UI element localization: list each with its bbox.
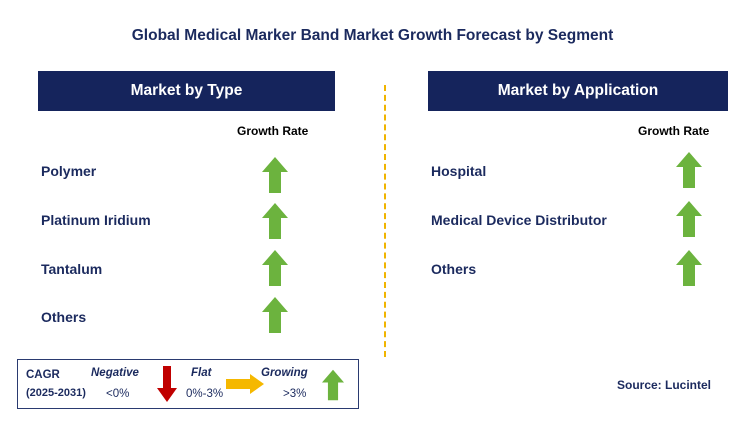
growing-arrow-icon <box>676 201 702 237</box>
type-row-label: Polymer <box>41 163 97 179</box>
legend-flat-label: Flat <box>191 367 212 379</box>
legend-cagr-label: CAGR <box>26 369 60 381</box>
source-note: Source: Lucintel <box>617 378 712 392</box>
type-row-label: Tantalum <box>41 261 103 277</box>
legend-negative-label: Negative <box>91 367 139 379</box>
market-by-application-header: Market by Application <box>428 71 728 111</box>
growing-arrow-icon <box>262 157 288 193</box>
cagr-legend: CAGR (2025-2031) Negative <0% Flat 0%-3%… <box>17 359 359 409</box>
growing-arrow-icon <box>676 250 702 286</box>
legend-period: (2025-2031) <box>26 387 86 399</box>
application-row-label: Others <box>431 261 477 277</box>
market-by-application-header-label: Market by Application <box>497 82 659 99</box>
growing-arrow-icon <box>262 250 288 286</box>
flat-arrow-icon <box>226 374 264 394</box>
growing-arrow-icon <box>322 369 344 401</box>
negative-arrow-icon <box>157 366 177 402</box>
application-row-label: Hospital <box>431 163 487 179</box>
growth-rate-label-type: Growth Rate <box>237 124 309 138</box>
market-by-type-header: Market by Type <box>38 71 335 111</box>
growing-arrow-icon <box>676 152 702 188</box>
growing-arrow-icon <box>262 203 288 239</box>
legend-growing-label: Growing <box>261 367 308 379</box>
legend-growing-range: >3% <box>283 388 307 400</box>
market-by-type-header-label: Market by Type <box>130 82 243 99</box>
legend-negative-range: <0% <box>106 388 130 400</box>
type-row-label: Others <box>41 309 87 325</box>
type-row-label: Platinum Iridium <box>41 212 151 228</box>
page-title: Global Medical Marker Band Market Growth… <box>131 27 614 44</box>
growing-arrow-icon <box>262 297 288 333</box>
application-row-label: Medical Device Distributor <box>431 212 607 228</box>
legend-flat-range: 0%-3% <box>186 388 224 400</box>
panel-divider <box>384 85 386 357</box>
growth-rate-label-application: Growth Rate <box>638 124 710 138</box>
